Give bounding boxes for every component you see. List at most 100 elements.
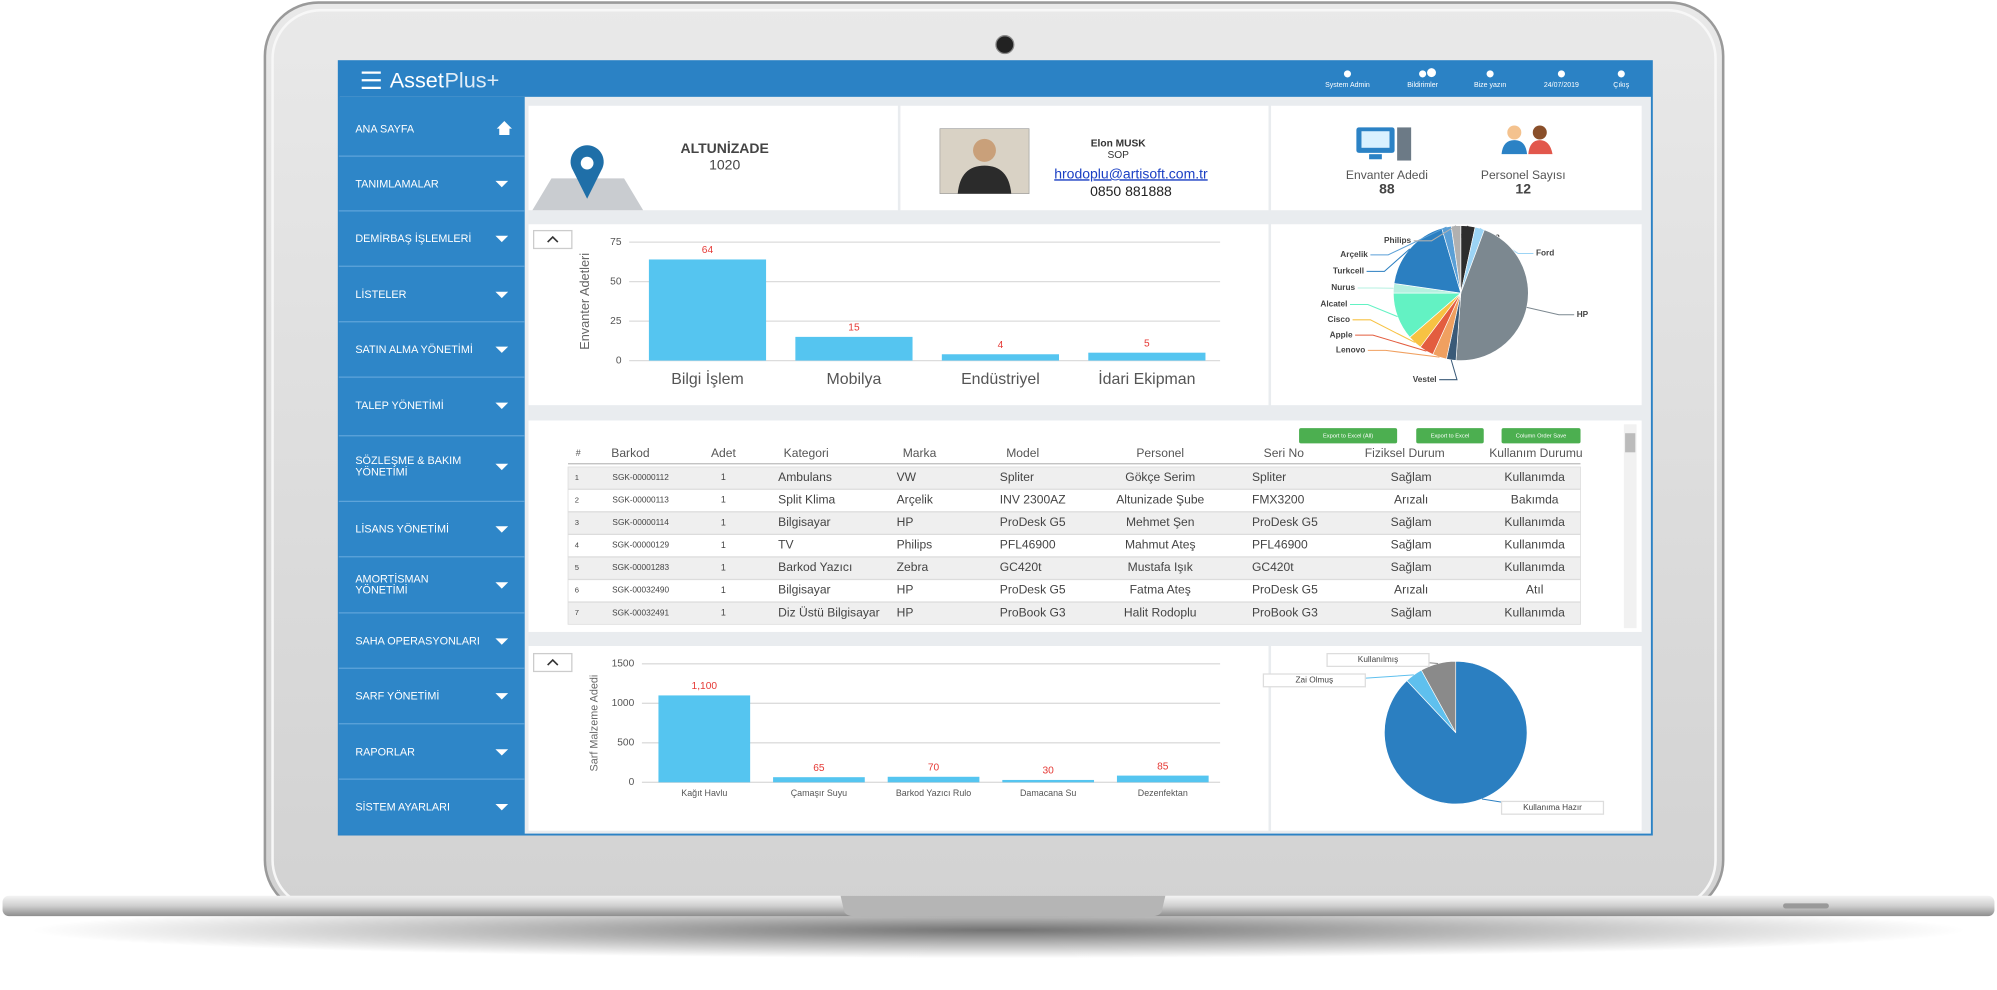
x-tick-label: Endüstriyel <box>961 371 1040 388</box>
column-header: Fiziksel Durum <box>1365 446 1445 460</box>
stat-label: Envanter Adedi <box>1346 168 1428 182</box>
scrollbar-thumb[interactable] <box>1625 433 1636 453</box>
table-row[interactable] <box>567 556 1581 580</box>
y-tick-label: 0 <box>629 777 635 788</box>
table-cell: SGK-00032490 <box>612 586 669 595</box>
table-cell: Ambulans <box>778 470 832 484</box>
table-cell: FMX3200 <box>1252 493 1305 507</box>
table-row[interactable] <box>567 466 1581 490</box>
pie-label: Cisco <box>1328 315 1351 324</box>
y-tick-label: 1000 <box>612 698 635 709</box>
bar <box>773 777 865 783</box>
sidebar-label[interactable]: SÖZLEŞME & BAKIM YÖNETİMİ <box>355 453 462 478</box>
bar <box>795 336 913 361</box>
table-row[interactable] <box>567 579 1581 603</box>
sidebar-item[interactable]: DEMİRBAŞ İŞLEMLERİ <box>355 226 482 251</box>
sidebar-item[interactable]: TALEP YÖNETİMİ <box>355 392 482 417</box>
sidebar-label[interactable]: AMORTİSMAN YÖNETİMİ <box>355 572 429 597</box>
collapse-button[interactable] <box>533 652 573 673</box>
table-cell: 1 <box>721 472 726 482</box>
x-tick-label: Mobilya <box>827 371 882 388</box>
table-row[interactable] <box>567 511 1581 535</box>
table-cell: Barkod Yazıcı <box>778 560 852 574</box>
brand[interactable]: Asset <box>390 67 444 92</box>
collapse-button[interactable] <box>533 229 573 250</box>
pie-label: Turkcell <box>1333 267 1364 276</box>
sidebar-item[interactable]: SÖZLEŞME & BAKIM YÖNETİMİ <box>355 454 482 479</box>
table-row[interactable] <box>567 489 1581 512</box>
menu-item[interactable]: Bildirimler <box>1407 82 1438 89</box>
people-icon <box>1532 125 1547 140</box>
avatar-body <box>957 165 1012 194</box>
sidebar-label[interactable]: SATIN ALMA YÖNETİMİ <box>355 342 473 355</box>
sidebar-item[interactable]: AMORTİSMAN YÖNETİMİ <box>355 572 482 597</box>
pie-label: Arçelik <box>1340 250 1368 259</box>
sidebar-label[interactable]: ANA SAYFA <box>355 121 415 135</box>
table-cell: Sağlam <box>1391 560 1432 574</box>
table-row[interactable] <box>567 534 1581 558</box>
sidebar-label[interactable]: SARF YÖNETİMİ <box>355 688 440 702</box>
menu-item[interactable]: Çıkış <box>1613 82 1629 89</box>
table-cell: 1 <box>721 540 726 550</box>
dropdown-arrow <box>495 582 509 589</box>
menu-item[interactable]: System Admin <box>1325 82 1370 89</box>
sidebar-item[interactable]: SARF YÖNETİMİ <box>355 683 482 708</box>
menu-icon <box>1617 70 1625 78</box>
sidebar-label[interactable]: SİSTEM AYARLARI <box>355 799 450 813</box>
sidebar-item[interactable]: ANA SAYFA <box>355 116 482 141</box>
sidebar-item[interactable]: LİSTELER <box>355 282 482 307</box>
stat-label: Personel Sayısı <box>1481 168 1566 182</box>
export-button[interactable] <box>1299 428 1398 444</box>
dropdown-arrow <box>495 526 509 533</box>
hinge-notch <box>840 895 1166 917</box>
bar <box>658 695 751 783</box>
sidebar-label[interactable]: RAPORLAR <box>355 744 415 758</box>
sidebar-item[interactable]: SATIN ALMA YÖNETİMİ <box>355 336 482 361</box>
pin-icon <box>570 145 604 199</box>
sidebar-item[interactable]: SAHA OPERASYONLARI <box>355 628 482 653</box>
leader-line <box>1526 306 1575 316</box>
leader-line <box>1366 248 1411 272</box>
people-icon <box>1501 140 1528 155</box>
menu-item[interactable]: Bize yazın <box>1474 82 1506 89</box>
table-cell: ProDesk G5 <box>1252 515 1318 529</box>
chevron <box>547 235 559 243</box>
user-role: SOP <box>1107 150 1129 161</box>
pie-slice <box>1393 227 1462 294</box>
export-button[interactable] <box>1416 428 1484 444</box>
label-box <box>1500 800 1605 815</box>
sidebar-item[interactable]: TANIMLAMALAR <box>355 171 482 196</box>
button-label[interactable]: Export to Excel (All) <box>1323 433 1373 439</box>
sidebar-item[interactable]: SİSTEM AYARLARI <box>355 794 482 819</box>
sidebar-label[interactable]: DEMİRBAŞ İŞLEMLERİ <box>355 231 472 244</box>
pie-label: Ford <box>1536 249 1554 258</box>
table-cell: 1 <box>721 517 726 527</box>
menu-icon <box>1343 70 1352 78</box>
user-email[interactable]: hrodoplu@artisoft.com.tr <box>1054 165 1208 181</box>
x-tick-label: Bilgi İşlem <box>671 369 743 388</box>
brand-suffix[interactable]: Plus+ <box>444 67 499 92</box>
table-row[interactable] <box>567 601 1581 625</box>
table-cell: HP <box>897 583 914 597</box>
pie-label: Vestel <box>1413 375 1437 384</box>
hamburger[interactable] <box>361 71 381 90</box>
sidebar-item[interactable]: RAPORLAR <box>355 739 482 764</box>
menu-item[interactable]: 24/07/2019 <box>1544 82 1579 89</box>
export-button[interactable] <box>1501 428 1581 444</box>
leader-line <box>1413 225 1457 242</box>
scrollbar[interactable] <box>1623 424 1637 629</box>
table-cell: ProBook G3 <box>1252 605 1318 619</box>
sidebar-label[interactable]: LİSANS YÖNETİMİ <box>355 521 449 535</box>
x-tick-label: Dezenfektan <box>1138 788 1188 798</box>
table-cell: HP <box>897 605 914 619</box>
button-label[interactable]: Column Order Save <box>1516 433 1567 439</box>
sidebar-label[interactable]: SAHA OPERASYONLARI <box>355 633 480 647</box>
sidebar-label[interactable]: TANIMLAMALAR <box>355 176 439 190</box>
dropdown-arrow <box>495 291 509 299</box>
sidebar-item[interactable]: LİSANS YÖNETİMİ <box>355 516 482 541</box>
sidebar-label[interactable]: TALEP YÖNETİMİ <box>355 398 444 411</box>
sidebar-label[interactable]: LİSTELER <box>355 287 407 301</box>
pie-label: Nurus <box>1331 283 1355 292</box>
button-label[interactable]: Export to Excel <box>1431 433 1469 439</box>
bar <box>887 776 980 783</box>
